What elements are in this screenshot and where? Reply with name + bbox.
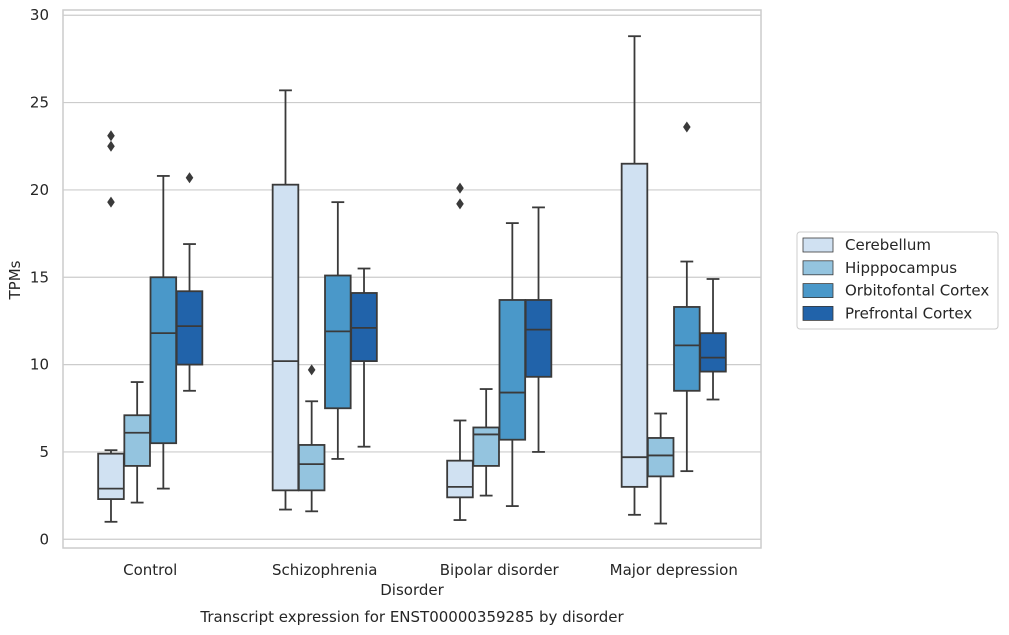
y-tick-label: 20 (30, 181, 49, 199)
box-iqr (97, 452, 125, 500)
y-tick-label: 0 (39, 530, 49, 548)
y-axis-ticks: 0 5 10 15 20 25 30 (30, 6, 49, 548)
box-hipppocampus (123, 381, 151, 504)
box-prefrontal-cortex (699, 278, 727, 401)
box-hipppocampus (297, 364, 326, 513)
outlier-point (456, 182, 464, 194)
box-iqr (472, 426, 500, 467)
legend-swatch (802, 305, 834, 321)
box-orbitofontal-cortex (673, 121, 701, 473)
box-cerebellum (446, 182, 474, 521)
outlier-point (107, 196, 115, 208)
outlier-point (107, 130, 115, 142)
outlier-point (185, 172, 194, 184)
box-prefrontal-cortex (524, 206, 553, 453)
x-tick-label: Schizophrenia (272, 561, 377, 579)
box-iqr (271, 183, 300, 492)
y-tick-label: 5 (39, 443, 49, 461)
outlier-point (683, 121, 691, 133)
outlier-point (307, 364, 316, 376)
legend-label: Prefrontal Cortex (845, 304, 972, 322)
outlier-point (107, 140, 115, 152)
y-axis-title: TPMs (6, 260, 24, 300)
legend-label: Cerebellum (845, 236, 931, 254)
x-tick-label: Major depression (610, 561, 738, 579)
box-iqr (699, 332, 727, 373)
box-iqr (324, 274, 352, 410)
box-orbitofontal-cortex (498, 222, 527, 507)
box-prefrontal-cortex (175, 172, 204, 392)
box-iqr (149, 276, 178, 445)
box-iqr (123, 414, 151, 467)
box-iqr (175, 290, 204, 366)
box-iqr (498, 299, 527, 441)
box-iqr (673, 306, 701, 392)
box-orbitofontal-cortex (324, 201, 352, 460)
boxes (97, 35, 727, 525)
box-iqr (646, 437, 675, 478)
x-axis-title: Disorder (380, 581, 444, 599)
box-cerebellum (97, 130, 125, 523)
box-iqr (620, 162, 649, 488)
legend-swatch (802, 260, 834, 276)
plot-frame (62, 9, 762, 549)
box-cerebellum (271, 89, 300, 511)
legend-label: Hipppocampus (845, 259, 957, 277)
x-axis-ticks: Control Schizophrenia Bipolar disorder Majo… (123, 561, 738, 579)
legend-swatch (802, 283, 834, 299)
x-tick-label: Control (123, 561, 177, 579)
legend-frame (796, 231, 999, 330)
box-prefrontal-cortex (350, 267, 378, 448)
outlier-point (456, 198, 464, 210)
box-iqr (297, 444, 326, 492)
y-tick-label: 25 (30, 94, 49, 112)
y-tick-label: 15 (30, 268, 49, 286)
legend-label: Orbitofontal Cortex (845, 282, 989, 300)
box-orbitofontal-cortex (149, 175, 178, 490)
y-tick-label: 10 (30, 356, 49, 374)
box-iqr (446, 459, 474, 499)
box-cerebellum (620, 35, 649, 516)
figure-caption: Transcript expression for ENST0000035928… (199, 608, 624, 626)
y-tick-label: 30 (30, 6, 49, 24)
x-tick-label: Bipolar disorder (440, 561, 560, 579)
box-hipppocampus (472, 388, 500, 497)
box-hipppocampus (646, 412, 675, 525)
box-iqr (524, 299, 553, 378)
legend-swatch (802, 237, 834, 253)
legend: Cerebellum Hipppocampus Orbitofontal Corte… (796, 231, 999, 330)
